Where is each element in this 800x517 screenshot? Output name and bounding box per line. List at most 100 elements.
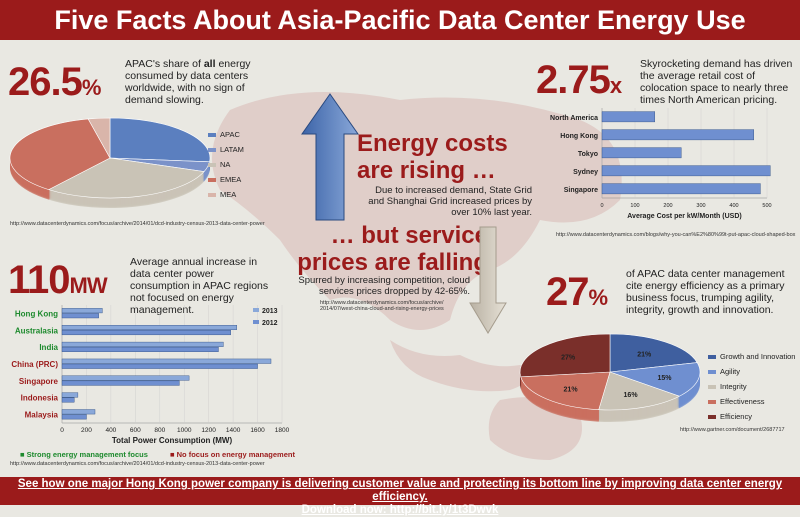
legend-label: 2013 [262,308,278,315]
bar [601,129,755,141]
arrow-down-icon [469,226,507,334]
bar [61,409,96,415]
bar [61,308,103,314]
x-tick-label: 1400 [226,427,241,434]
pie-data-label: 21% [637,351,652,358]
fact4-source-url[interactable]: http://www.gartner.com/document/2687717 [680,427,785,433]
arrow-up-icon [301,93,359,221]
bar [61,392,79,398]
bar [61,358,272,364]
fact2-bar-chart: 0 100 200 300 400 500 North America Hong Kong To… [550,108,772,220]
x-tick-label: 400 [729,203,738,209]
legend-swatch [208,132,216,137]
pie-slice-effectiveness [520,371,611,411]
legend-item: LATAM [208,142,244,157]
category-label: Hong Kong [15,309,58,318]
bar [61,375,190,381]
fact1-stat: 26.5% [8,60,101,104]
legend-swatch [208,147,216,152]
bar [61,346,219,352]
x-tick-label: 0 [600,203,603,209]
legend-label: Agility [720,367,741,376]
bar [61,363,258,369]
x-tick-label: 100 [630,203,639,209]
bar [601,183,761,195]
asia-map-background [212,92,622,460]
legend-item: MEA [208,187,244,202]
legend-swatch [253,308,259,312]
legend-label: NA [220,160,231,169]
bar [61,397,75,403]
legend-label: Integrity [720,382,747,391]
x-tick-label: 800 [154,427,165,434]
fact4-pie-chart: 21% 15% 16% 21% 27% [519,333,701,422]
x-tick-label: 200 [81,427,92,434]
legend-item: Growth and Innovation [708,349,795,364]
fact3-description: Average annual increase in data center p… [130,256,269,316]
bar [61,313,99,319]
x-axis-label: Total Power Consumption (MW) [112,436,233,445]
footer-banner[interactable]: See how one major Hong Kong power compan… [0,477,800,516]
pie-slice-na [47,157,205,199]
pie-slice-efficiency [519,333,611,378]
legend-item: Effectiveness [708,394,795,409]
legend-swatch [708,384,716,389]
footer-line1[interactable]: See how one major Hong Kong power compan… [17,478,783,503]
bar [601,147,682,159]
legend-item: APAC [208,127,244,142]
fact2-stat: 2.75x [536,58,622,102]
bar [61,380,180,386]
pie-data-label: 21% [564,387,579,394]
legend-label: MEA [220,190,237,199]
rising-description: Due to increased demand, State Grid and … [368,185,532,218]
rising-heading: Energy costs are rising … [357,130,508,184]
x-tick-label: 1800 [275,427,290,434]
legend-item: NA [208,157,244,172]
category-label: Australasia [15,326,59,335]
fact2-source-url[interactable]: http://www.datacenterdynamics.com/blogs/… [556,232,796,238]
fact1-legend: APAC LATAM NA EMEA MEA [208,127,244,202]
pie-slice-integrity [598,371,681,411]
x-tick-label: 400 [105,427,116,434]
fact2-description: Skyrocketing demand has driven the avera… [640,58,793,106]
center-source-url[interactable]: http://www.datacenterdynamics.com/focus/… [320,300,444,312]
legend-swatch [708,414,716,419]
bar [61,341,224,347]
pie-data-label: 16% [624,392,639,399]
legend-item: EMEA [208,172,244,187]
fact4-description: of APAC data center management cite ener… [626,268,785,316]
legend-item: Agility [708,364,795,379]
bar [61,414,87,420]
key-strong-focus: ■ Strong energy management focus [20,450,148,459]
legend-swatch [208,162,216,167]
legend-label: Efficiency [720,412,752,421]
legend-label: 2012 [262,320,278,327]
category-label: China (PRC) [11,360,58,369]
x-tick-label: 1200 [201,427,216,434]
legend-item: Efficiency [708,409,795,424]
fact1-source-url[interactable]: http://www.datacenterdynamics.com/focus/… [10,221,265,227]
legend-swatch [253,320,259,324]
fact3-bar-chart: 0 200 400 600 800 1000 1200 1400 1600 1800 Hong Ko… [11,305,290,445]
legend-swatch [208,192,216,197]
pie-data-label: 15% [657,375,672,382]
bar [601,111,655,123]
x-tick-label: 200 [663,203,672,209]
category-label: Indonesia [21,394,59,403]
bar [61,325,237,330]
category-label: Singapore [19,377,59,386]
x-tick-label: 300 [696,203,705,209]
page-title: Five Facts About Asia-Pacific Data Cente… [0,0,800,40]
fact1-description: APAC's share of all energy consumed by d… [125,58,251,106]
falling-heading: … but service prices are falling [297,222,488,276]
fact3-source-url[interactable]: http://www.datacenterdynamics.com/focus/… [10,461,265,467]
footer-download-link[interactable]: Download now: http://bit.ly/1t3Dwvk [301,504,499,516]
legend-item: Integrity [708,379,795,394]
legend-label: Effectiveness [720,397,765,406]
x-tick-label: 600 [130,427,141,434]
fact1-pie-chart [9,117,211,208]
x-tick-label: 1600 [250,427,265,434]
legend-swatch [208,177,216,182]
category-label: Hong Kong [560,133,598,140]
bar [61,330,231,336]
